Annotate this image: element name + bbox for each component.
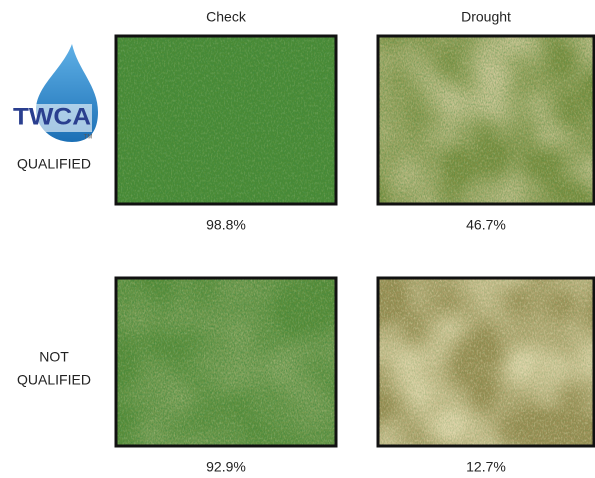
- value-label: 92.9%: [206, 459, 246, 475]
- logo-trademark: TM: [84, 135, 93, 141]
- column-header: Drought: [461, 9, 511, 25]
- row-label: NOT: [39, 349, 69, 365]
- row-label: QUALIFIED: [17, 156, 91, 172]
- column-header: Check: [206, 9, 247, 25]
- turf-photo: [376, 276, 595, 448]
- value-label: 46.7%: [466, 217, 506, 233]
- logo-text: TWCA: [13, 103, 91, 130]
- turf-photo: [376, 34, 595, 206]
- value-label: 12.7%: [466, 459, 506, 475]
- row-label: QUALIFIED: [17, 372, 91, 388]
- turf-photo: [114, 276, 338, 448]
- value-label: 98.8%: [206, 217, 246, 233]
- turf-photo: [114, 34, 338, 206]
- twca-logo: TWCA TM: [12, 44, 98, 142]
